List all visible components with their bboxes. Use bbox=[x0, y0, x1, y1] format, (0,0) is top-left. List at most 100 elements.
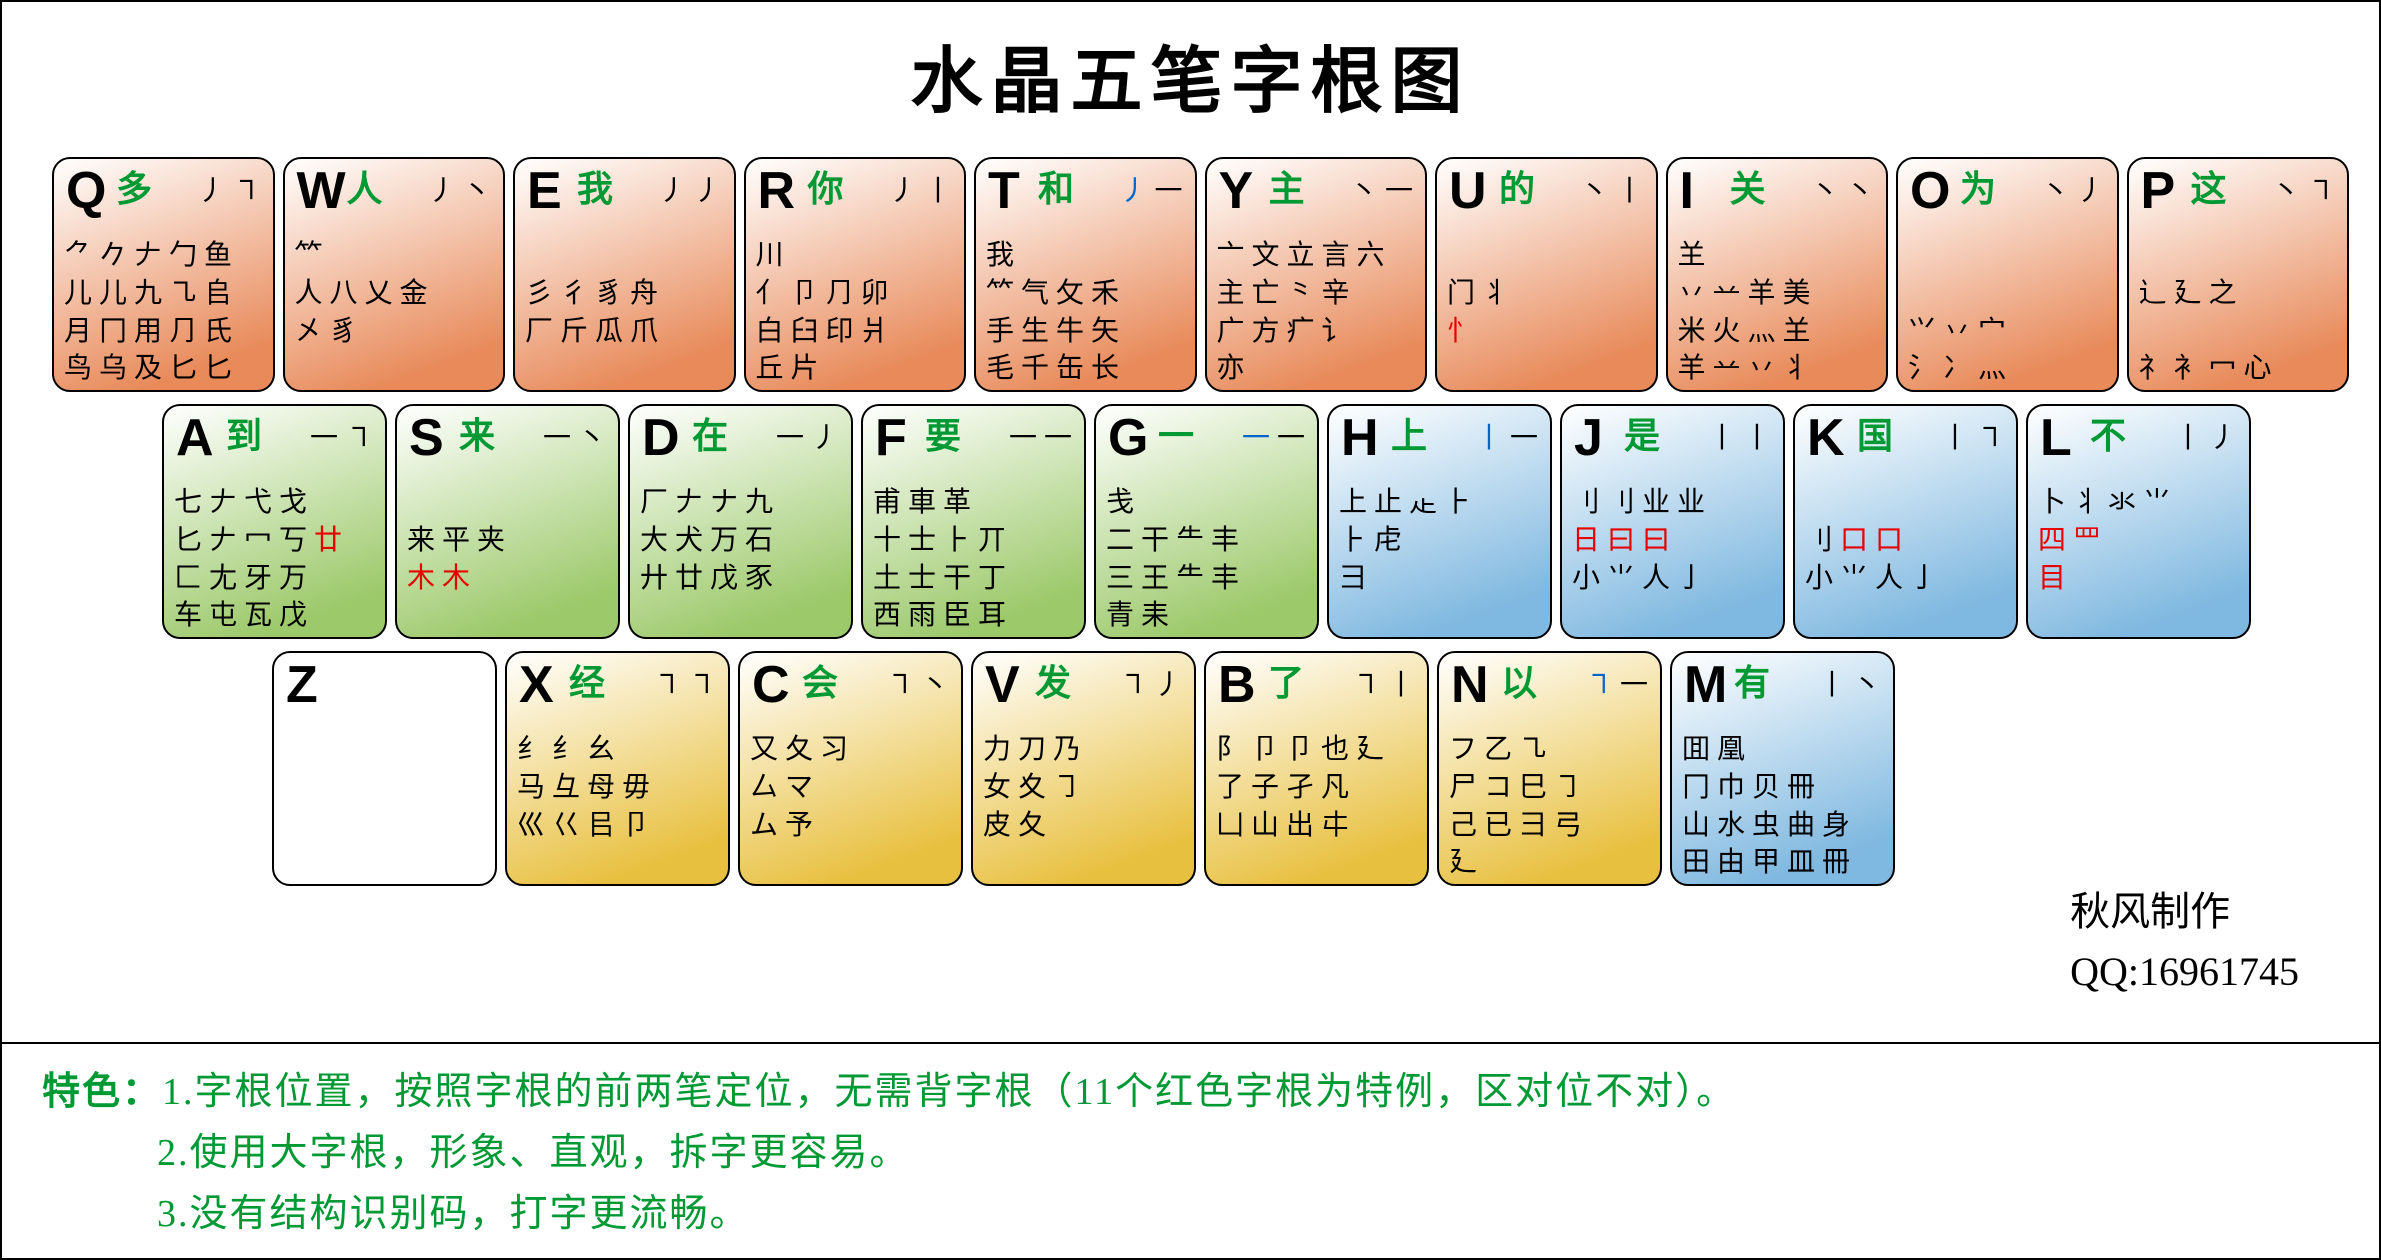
key-strokes: 丨 ㇕ bbox=[1941, 416, 2004, 456]
key-strokes: 一 一 bbox=[1242, 416, 1305, 456]
key-letter: Y bbox=[1219, 165, 1254, 217]
key-roots bbox=[284, 731, 485, 876]
footer-label: 特色： bbox=[42, 1071, 162, 1113]
key-strokes: 丶 ㇕ bbox=[2272, 169, 2335, 209]
key-letter: M bbox=[1684, 659, 1727, 711]
key-example-char: 是 bbox=[1624, 418, 1660, 454]
key-I: I关丶 丶 𦍌 丷 䒑 羊 美 米 火 灬 𦍌 羊 䒑 丷 丬 bbox=[1666, 157, 1889, 392]
key-G: G一 一 一 戋 二 干 ⺧ 丰 三 王 ⺧ 丰 青 耒 bbox=[1094, 404, 1319, 639]
key-strokes: 一 丶 bbox=[543, 416, 606, 456]
key-example-char: 一 bbox=[1158, 418, 1194, 454]
key-P: P这丶 ㇕ 辶 廴 之 礻 衤 冖 心 bbox=[2127, 157, 2350, 392]
footer-line2: 2.使用大字根，形象、直观，拆字更容易。 bbox=[157, 1132, 910, 1174]
key-roots: 甫 車 革 十 士 ⺊ 丌 土 士 干 丁 西 雨 臣 耳 bbox=[873, 484, 1074, 629]
key-example-char: 了 bbox=[1268, 665, 1304, 701]
key-roots: 卜 丬 氺 ⺌ 四 罒 目 bbox=[2038, 484, 2239, 629]
key-letter: C bbox=[752, 659, 790, 711]
key-letter: H bbox=[1341, 412, 1379, 464]
key-roots: 又 夂 习 厶 マ ム 予 bbox=[750, 731, 951, 876]
key-Q: Q多丿 ㇕⺈ 𠂊 𠂇 勹 鱼 儿 儿 九 ㇈ 𠂤 月 冂 用 ⺆ 氏 鸟 乌 及… bbox=[52, 157, 275, 392]
key-letter: V bbox=[985, 659, 1020, 711]
key-example-char: 我 bbox=[577, 171, 613, 207]
key-roots: 彡 彳 豸 舟 厂 斤 瓜 爪 bbox=[525, 237, 724, 382]
footer-notes: 特色：1.字根位置，按照字根的前两笔定位，无需背字根（11个红色字根为特例，区对… bbox=[42, 1062, 1736, 1244]
key-letter: W bbox=[297, 165, 346, 217]
key-letter: K bbox=[1807, 412, 1845, 464]
key-example-char: 国 bbox=[1857, 418, 1893, 454]
key-strokes: 丨 丿 bbox=[2174, 416, 2237, 456]
key-letter: S bbox=[409, 412, 444, 464]
key-K: K国丨 ㇕ 刂 口 口 小 ⺌ 人 亅 bbox=[1793, 404, 2018, 639]
key-U: U的丶 丨 门 丬 忄 bbox=[1435, 157, 1658, 392]
key-roots: フ 乙 ㇈ 尸 コ 巳 ㇆ 己 已 ⺕ 弓 廴 bbox=[1449, 731, 1650, 876]
footer-line1: 1.字根位置，按照字根的前两笔定位，无需背字根（11个红色字根为特例，区对位不对… bbox=[162, 1071, 1736, 1113]
key-letter: Z bbox=[286, 659, 318, 711]
credit-author: 秋风制作 bbox=[2070, 882, 2299, 942]
key-strokes: 丨 丶 bbox=[1818, 663, 1881, 703]
key-example-char: 为 bbox=[1960, 171, 1996, 207]
key-strokes: 丶 一 bbox=[1350, 169, 1413, 209]
key-letter: G bbox=[1108, 412, 1148, 464]
key-C: C会㇕ 丶又 夂 习 厶 マ ム 予 bbox=[738, 651, 963, 886]
key-strokes: 丿 丨 bbox=[889, 169, 952, 209]
keyboard-row-3: ZX经㇕ ㇕纟 纟 幺 马 彑 母 毋 巛 巜 㠯 卩C会㇕ 丶又 夂 习 厶 … bbox=[32, 651, 2349, 886]
key-strokes: ㇕ 一 bbox=[1585, 663, 1648, 703]
key-H: H上丨 一上 止 龰 ⺊ ⺊ 虍 彐 bbox=[1327, 404, 1552, 639]
key-example-char: 来 bbox=[459, 418, 495, 454]
key-strokes: ㇕ 丶 bbox=[886, 663, 949, 703]
key-T: T和丿 一 我 ⺮ 气 攵 禾 手 生 牛 矢 毛 千 缶 长 bbox=[974, 157, 1197, 392]
key-V: V发㇕ 丿力 刀 乃 女 夊 ㇆ 皮 夂 bbox=[971, 651, 1196, 886]
key-J: J是 丨 丨刂 刂 业 业 日 曰 曰 小 ⺌ 人 亅 bbox=[1560, 404, 1785, 639]
key-strokes: 丶 丿 bbox=[2041, 169, 2104, 209]
key-roots: ⺈ 𠂊 𠂇 勹 鱼 儿 儿 九 ㇈ 𠂤 月 冂 用 ⺆ 氏 鸟 乌 及 匕 匕 bbox=[64, 237, 263, 382]
key-example-char: 这 bbox=[2191, 171, 2227, 207]
key-letter: J bbox=[1574, 412, 1603, 464]
key-example-char: 上 bbox=[1391, 418, 1427, 454]
key-letter: I bbox=[1680, 165, 1694, 217]
key-example-char: 人 bbox=[347, 171, 383, 207]
key-Y: Y主丶 一亠 文 立 言 六 主 亡 ⺀ 辛 广 方 疒 讠 亦 bbox=[1205, 157, 1428, 392]
key-letter: O bbox=[1910, 165, 1950, 217]
key-M: M有丨 丶 囬 凰 冂 巾 贝 冊 山 水 虫 曲 身 田 由 甲 皿 冊 月 … bbox=[1670, 651, 1895, 886]
key-Z: Z bbox=[272, 651, 497, 886]
key-roots: 我 ⺮ 气 攵 禾 手 生 牛 矢 毛 千 缶 长 bbox=[986, 237, 1185, 382]
key-strokes: 一 一 bbox=[1009, 416, 1072, 456]
key-letter: F bbox=[875, 412, 907, 464]
key-roots: 纟 纟 幺 马 彑 母 毋 巛 巜 㠯 卩 bbox=[517, 731, 718, 876]
key-example-char: 在 bbox=[692, 418, 728, 454]
key-example-char: 和 bbox=[1038, 171, 1074, 207]
key-letter: D bbox=[642, 412, 680, 464]
key-example-char: 主 bbox=[1269, 171, 1305, 207]
key-example-char: 关 bbox=[1730, 171, 1766, 207]
key-roots: 厂 𠂇 ナ 九 大 犬 万 石 廾 廿 戊 豕 bbox=[640, 484, 841, 629]
key-roots: 戋 二 干 ⺧ 丰 三 王 ⺧ 丰 青 耒 bbox=[1106, 484, 1307, 629]
key-strokes: 丨 丨 bbox=[1708, 416, 1771, 456]
key-letter: E bbox=[527, 165, 562, 217]
key-strokes: 一 丿 bbox=[776, 416, 839, 456]
key-letter: Q bbox=[66, 165, 106, 217]
key-example-char: 到 bbox=[226, 418, 262, 454]
key-strokes: ㇕ 丨 bbox=[1352, 663, 1415, 703]
key-N: N以㇕ 一フ 乙 ㇈ 尸 コ 巳 ㇆ 己 已 ⺕ 弓 廴 bbox=[1437, 651, 1662, 886]
key-R: R你丿 丨 川 ⺅ 卩 ⺆ 卯 白 臼 印 爿 丘 片 bbox=[744, 157, 967, 392]
keyboard-row-2: A到一 ㇕七 𠂇 弋 戈 匕 𠂇 冖 丂 廿 匚 尢 牙 万 车 屯 瓦 戊S来… bbox=[32, 404, 2349, 639]
credit-block: 秋风制作 QQ:16961745 bbox=[2070, 882, 2299, 1002]
key-strokes: 丿 丿 bbox=[658, 169, 721, 209]
key-example-char: 发 bbox=[1035, 665, 1071, 701]
key-strokes: 一 ㇕ bbox=[310, 416, 373, 456]
chart-title: 水晶五笔字根图 bbox=[2, 22, 2379, 127]
keyboard-rows: Q多丿 ㇕⺈ 𠂊 𠂇 勹 鱼 儿 儿 九 ㇈ 𠂤 月 冂 用 ⺆ 氏 鸟 乌 及… bbox=[2, 157, 2379, 886]
footer-line3: 3.没有结构识别码，打字更流畅。 bbox=[157, 1193, 750, 1235]
key-E: E我 丿 丿 彡 彳 豸 舟 厂 斤 瓜 爪 bbox=[513, 157, 736, 392]
key-X: X经㇕ ㇕纟 纟 幺 马 彑 母 毋 巛 巜 㠯 卩 bbox=[505, 651, 730, 886]
key-roots: ⺍ 丷 宀 氵 冫 灬 bbox=[1908, 237, 2107, 382]
key-roots: ⺮ 人 八 乂 金 㐅 豸 bbox=[295, 237, 494, 382]
key-A: A到一 ㇕七 𠂇 弋 戈 匕 𠂇 冖 丂 廿 匚 尢 牙 万 车 屯 瓦 戊 bbox=[162, 404, 387, 639]
key-example-char: 以 bbox=[1501, 665, 1537, 701]
key-roots: 力 刀 乃 女 夊 ㇆ 皮 夂 bbox=[983, 731, 1184, 876]
key-roots: 阝 卩 卩 也 廴 了 子 孑 凡 凵 山 出 㐄 bbox=[1216, 731, 1417, 876]
key-letter: A bbox=[176, 412, 214, 464]
key-example-char: 要 bbox=[925, 418, 961, 454]
key-roots: 刂 刂 业 业 日 曰 曰 小 ⺌ 人 亅 bbox=[1572, 484, 1773, 629]
key-B: B了㇕ 丨阝 卩 卩 也 廴 了 子 孑 凡 凵 山 出 㐄 bbox=[1204, 651, 1429, 886]
